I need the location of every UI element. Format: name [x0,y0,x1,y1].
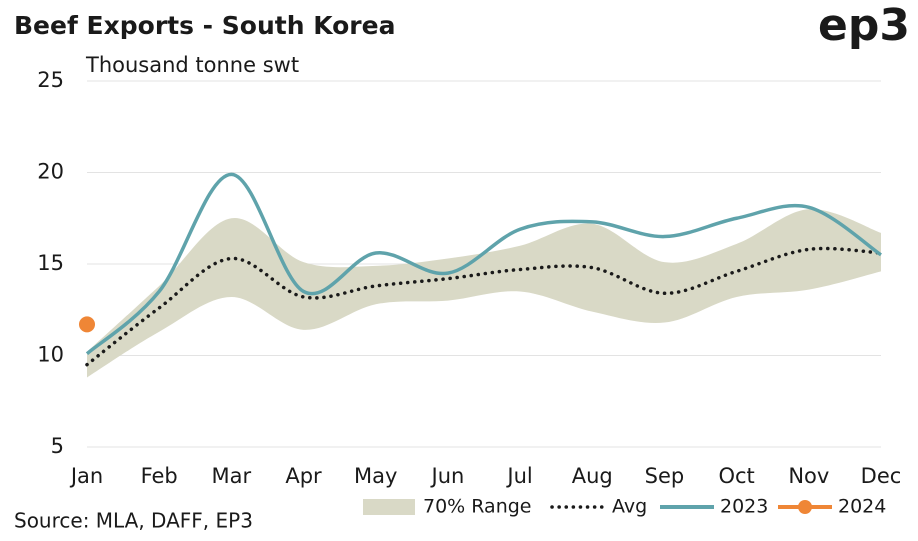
x-tick-label: Nov [788,464,829,488]
x-tick-label: Jan [69,464,103,488]
range-area [87,208,881,378]
legend-label: 2024 [838,496,886,518]
chart-title: Beef Exports - South Korea [14,11,395,40]
legend-swatch [363,499,415,515]
legend-label: 70% Range [423,496,532,518]
legend-swatch [798,500,812,514]
y-tick-label: 10 [37,343,64,367]
y-tick-label: 15 [37,251,64,275]
y-axis-unit: Thousand tonne swt [85,53,299,77]
logo: ep3 [818,0,910,51]
avg-line [85,246,883,367]
x-tick-label: May [354,464,397,488]
x-tick-label: Mar [212,464,252,488]
x-tick-label: Jun [430,464,465,488]
x-tick-label: Jul [505,464,532,488]
x-tick-label: Dec [861,464,902,488]
x-tick-label: Sep [645,464,685,488]
x-tick-label: Aug [572,464,613,488]
series-line [85,172,882,356]
y-tick-label: 20 [37,160,64,184]
legend-label: 2023 [720,496,768,518]
legend-label: Avg [612,496,647,518]
x-tick-label: Feb [141,464,178,488]
source: Source: MLA, DAFF, EP3 [14,509,253,533]
x-tick-label: Oct [718,464,754,488]
y-tick-label: 5 [51,434,64,458]
x-tick-label: Apr [285,464,322,488]
y-tick-label: 25 [37,68,64,92]
series-point [79,316,95,333]
